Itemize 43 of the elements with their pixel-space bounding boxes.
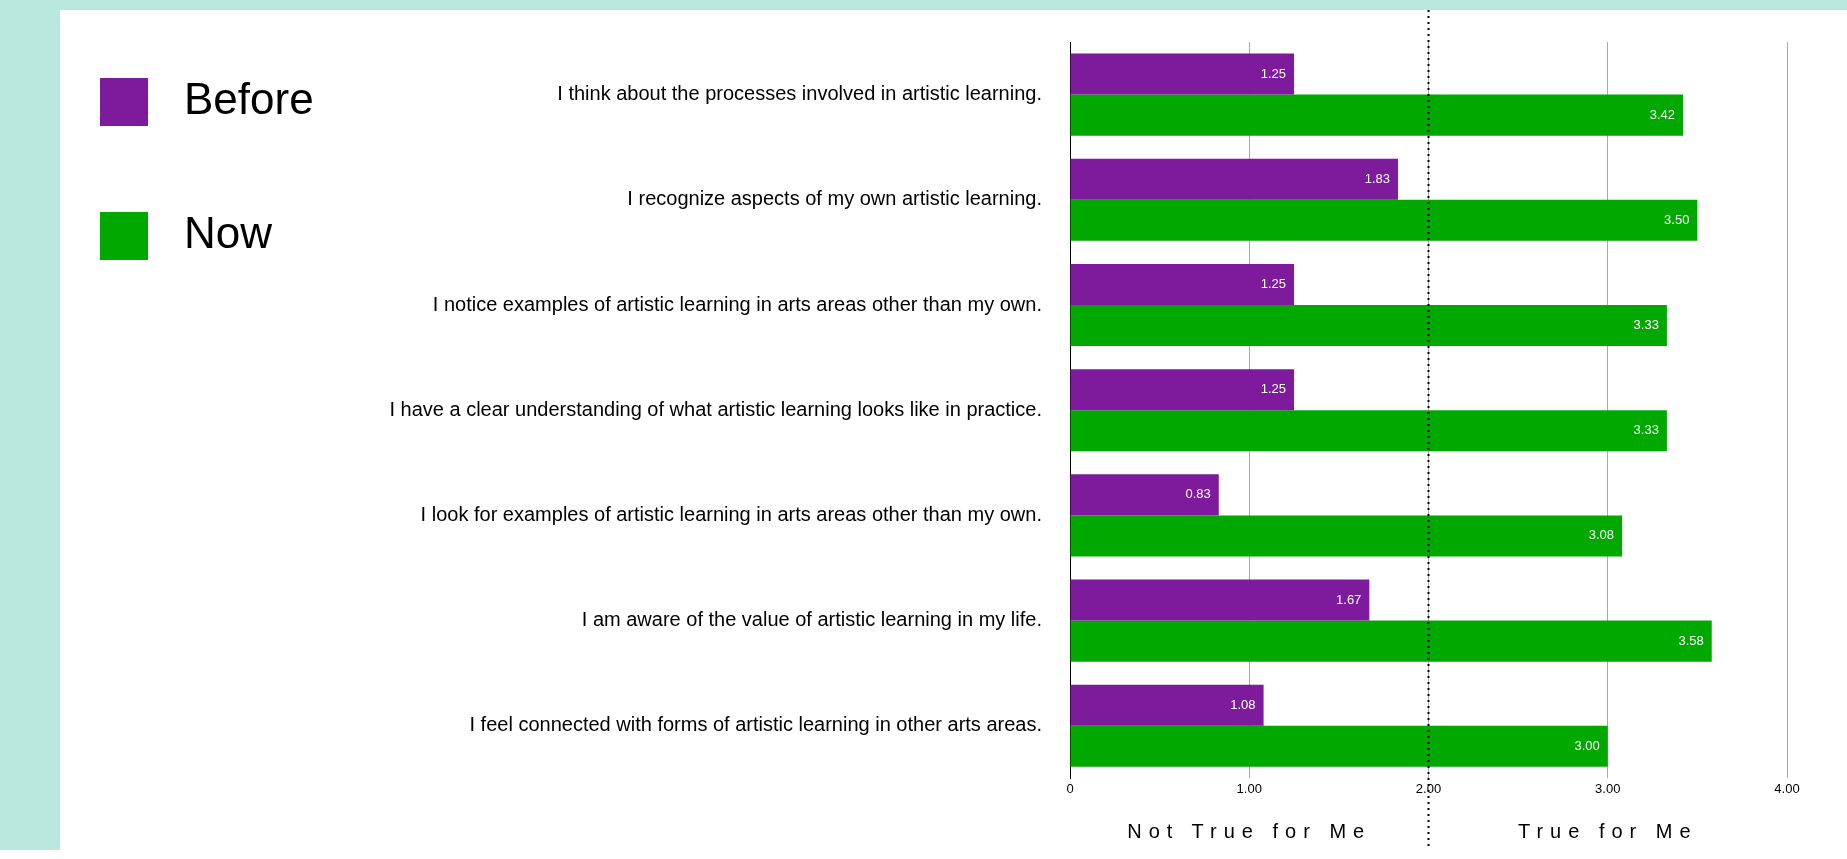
text: 1.25 bbox=[1260, 65, 1287, 81]
y-tick-label: I think about the processes involved in artistic learning. bbox=[557, 82, 1042, 105]
legend-label: Now bbox=[184, 208, 273, 258]
text: 3.50 bbox=[1664, 211, 1690, 227]
bar bbox=[1070, 620, 1712, 662]
bar bbox=[1070, 515, 1623, 557]
bar bbox=[1070, 725, 1608, 767]
text: True for Me bbox=[1517, 820, 1698, 842]
text: 1.25 bbox=[1260, 276, 1287, 292]
text: 0.83 bbox=[1185, 486, 1211, 502]
bar bbox=[1070, 53, 1295, 95]
bar bbox=[1070, 369, 1295, 411]
legend-label: Before bbox=[184, 74, 314, 124]
y-tick-label: I have a clear understanding of what artistic learning looks like in practice. bbox=[389, 397, 1042, 420]
bar bbox=[1070, 263, 1295, 305]
bar bbox=[1070, 158, 1399, 200]
text: 1.08 bbox=[1230, 696, 1256, 712]
y-tick-label: I notice examples of artistic learning in arts areas other than my own. bbox=[432, 292, 1042, 315]
text: 3.58 bbox=[1678, 632, 1704, 648]
y-tick-label: I look for examples of artistic learning in arts areas other than my own. bbox=[420, 502, 1042, 525]
text: 3.42 bbox=[1649, 106, 1676, 122]
bar bbox=[1070, 410, 1667, 452]
x-tick-label: 0 bbox=[1066, 780, 1074, 796]
y-tick-label: I am aware of the value of artistic learning in my life. bbox=[581, 608, 1042, 631]
text: Not True for Me bbox=[1127, 820, 1372, 842]
text: 1.83 bbox=[1364, 170, 1391, 186]
text: 3.08 bbox=[1588, 527, 1615, 543]
bar bbox=[1070, 94, 1684, 136]
y-tick-label: I recognize aspects of my own artistic learning. bbox=[627, 187, 1042, 210]
text: 3.33 bbox=[1633, 317, 1659, 333]
text: 3.00 bbox=[1574, 737, 1600, 753]
bar bbox=[1070, 579, 1370, 621]
x-tick-label: 1.00 bbox=[1236, 780, 1262, 796]
text: 1.67 bbox=[1336, 591, 1362, 607]
bar bbox=[1070, 199, 1698, 241]
bar bbox=[1070, 474, 1219, 516]
text: 1.25 bbox=[1260, 381, 1287, 397]
bar bbox=[1070, 684, 1264, 726]
text: 3.33 bbox=[1633, 422, 1659, 438]
x-tick-label: 4.00 bbox=[1774, 780, 1800, 796]
x-tick-label: 3.00 bbox=[1595, 780, 1621, 796]
bar bbox=[1070, 305, 1667, 347]
y-tick-label: I feel connected with forms of artistic learning in other arts areas. bbox=[469, 713, 1042, 736]
